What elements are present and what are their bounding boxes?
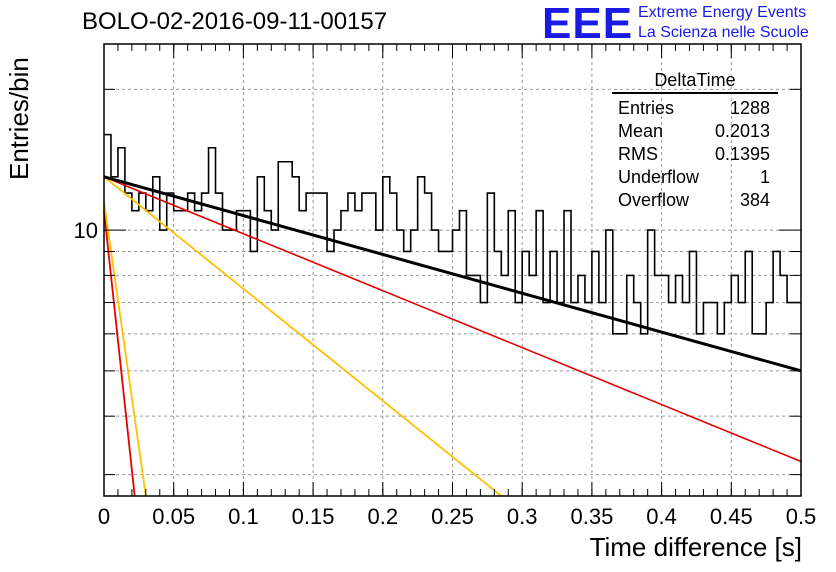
x-tick-label: 0.15	[292, 504, 335, 529]
stats-value: 1288	[729, 98, 770, 118]
tick-labels: 0 0.05 0.1 0.15 0.2 0.25 0.3 0.35 0.4 0.45 0.5 10	[74, 218, 817, 529]
stats-value: 0.2013	[714, 121, 770, 141]
stats-title: DeltaTime	[612, 70, 778, 94]
stats-label: Underflow	[618, 167, 700, 187]
stats-label: Entries	[618, 98, 675, 118]
brand-line-1: Extreme Energy Events	[638, 4, 807, 21]
x-tick-label: 0.45	[710, 504, 753, 529]
stats-value: 384	[739, 190, 770, 210]
stats-value: 1	[759, 167, 770, 187]
fit-slow-component-b-line	[103, 176, 502, 497]
stats-row-rms: RMS 0.1395	[612, 143, 778, 166]
chart-title: BOLO-02-2016-09-11-00157	[82, 8, 388, 35]
brand-logo: EEE	[542, 0, 634, 48]
stats-label: RMS	[618, 144, 658, 164]
stats-label: Mean	[618, 121, 664, 141]
histogram-line	[104, 133, 801, 335]
x-tick-label: 0.4	[646, 504, 677, 529]
x-tick-label: 0.2	[368, 504, 399, 529]
stats-row-entries: Entries 1288	[612, 97, 778, 120]
stats-label: Overflow	[618, 190, 690, 210]
stats-row-mean: Mean 0.2013	[612, 120, 778, 143]
y-tick-label: 10	[74, 218, 98, 243]
x-tick-label: 0.1	[228, 504, 259, 529]
fit-slow-component-line	[103, 176, 802, 463]
x-tick-label: 0.25	[431, 504, 474, 529]
fit-fast-component-line	[103, 210, 136, 497]
y-axis-label: Entries/bin	[4, 57, 34, 180]
x-tick-label: 0.5	[786, 504, 817, 529]
histogram	[104, 133, 801, 335]
stats-value: 0.1395	[714, 144, 770, 164]
x-tick-label: 0	[98, 504, 110, 529]
fit-curves	[103, 175, 802, 497]
x-tick-label: 0.05	[152, 504, 195, 529]
stats-row-underflow: Underflow 1	[612, 166, 778, 189]
stats-box: DeltaTime Entries 1288 Mean 0.2013 RMS 0…	[612, 70, 778, 212]
x-tick-label: 0.3	[507, 504, 538, 529]
x-axis-label: Time difference [s]	[589, 532, 802, 562]
fit-fast-component-b-line	[103, 201, 147, 497]
fit-total-line	[103, 175, 802, 373]
x-tick-label: 0.35	[570, 504, 613, 529]
axis-ticks	[103, 44, 802, 496]
brand-line-2: La Scienza nelle Scuole	[638, 24, 809, 41]
stats-row-overflow: Overflow 384	[612, 189, 778, 212]
